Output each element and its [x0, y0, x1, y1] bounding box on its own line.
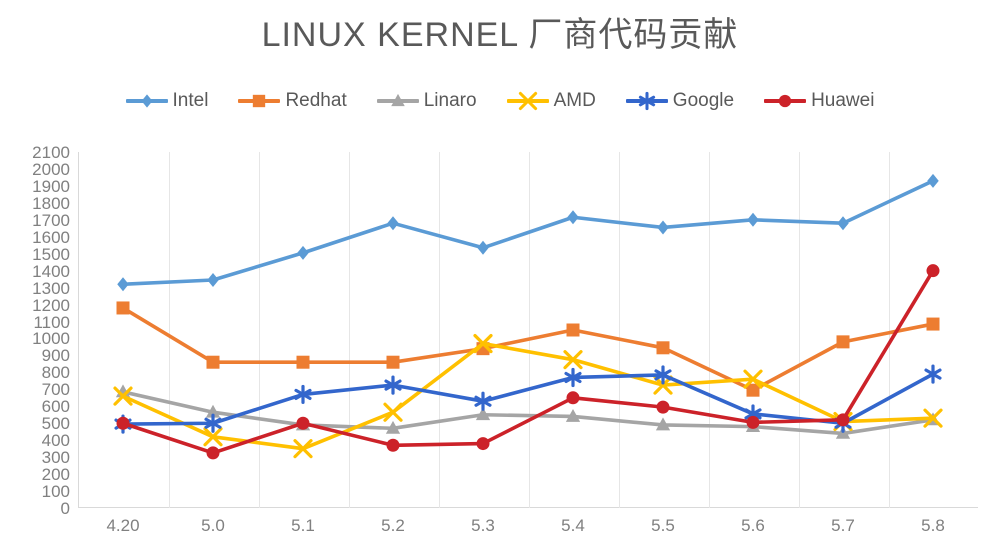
legend-item-huawei[interactable]: Huawei	[764, 90, 874, 112]
vertical-gridline	[529, 152, 530, 508]
legend-marker-triangle-icon	[376, 93, 419, 109]
y-axis-tick-label: 200	[41, 465, 70, 485]
vertical-gridline	[799, 152, 800, 508]
x-axis-tick-label: 5.3	[471, 516, 495, 535]
legend-marker-asterisk-icon	[625, 91, 668, 111]
legend-item-amd[interactable]: AMD	[506, 90, 596, 112]
y-axis-tick-label: 500	[41, 414, 70, 434]
legend-label: Linaro	[423, 90, 477, 111]
chart-legend: Intel Redhat Linaro AMD Google Huawei	[0, 90, 1000, 112]
vertical-gridline	[259, 152, 260, 508]
y-axis-tick-label: 1000	[32, 329, 70, 349]
legend-label: AMD	[553, 90, 596, 111]
x-axis-tick-label: 5.2	[381, 516, 405, 535]
vertical-gridline	[349, 152, 350, 508]
y-axis-tick-label: 700	[41, 380, 70, 400]
chart-title: LINUX KERNEL 厂商代码贡献	[261, 16, 739, 54]
vertical-gridline	[169, 152, 170, 508]
legend-marker-x-cross-icon	[506, 91, 549, 111]
y-axis-tick-label: 1200	[32, 295, 70, 315]
plot-area	[78, 152, 978, 508]
legend-label: Redhat	[285, 90, 347, 111]
x-axis-tick-label: 5.1	[291, 516, 315, 535]
x-axis-tick-label: 4.20	[106, 516, 140, 535]
y-axis-tick-label: 300	[41, 448, 70, 468]
y-axis-tick-label: 1800	[32, 193, 70, 213]
x-axis-tick-label: 5.0	[201, 516, 225, 535]
y-axis-tick-label: 1400	[32, 261, 70, 281]
y-axis-tick-label: 0	[60, 499, 70, 518]
legend-item-intel[interactable]: Intel	[125, 90, 209, 112]
y-axis-tick-label: 1600	[32, 227, 70, 247]
legend-label: Huawei	[811, 90, 875, 111]
y-axis-tick-label: 2000	[32, 159, 70, 179]
y-axis-tick-label: 1900	[32, 176, 70, 196]
legend-marker-circle-icon	[764, 93, 807, 109]
x-axis-tick-label: 5.6	[741, 516, 765, 535]
y-axis-tick-label: 1300	[32, 278, 70, 298]
legend-marker-square-icon	[238, 93, 281, 109]
y-axis-tick-label: 800	[41, 363, 70, 383]
x-axis-tick-label: 5.5	[651, 516, 675, 535]
x-axis-labels: 4.20 5.0 5.1 5.2 5.3 5.4 5.5 5.6 5.7 5.8	[78, 516, 978, 546]
legend-label: Intel	[172, 90, 209, 111]
legend-item-linaro[interactable]: Linaro	[376, 90, 477, 112]
x-axis-tick-label: 5.4	[561, 516, 585, 535]
y-axis-labels: 2100 2000 1900 1800 1700 1600 1500 1400 1300 1200…	[0, 140, 70, 520]
vertical-gridline	[439, 152, 440, 508]
x-axis-tick-label: 5.8	[921, 516, 945, 535]
vertical-gridline	[709, 152, 710, 508]
y-axis-tick-label: 900	[41, 346, 70, 366]
x-axis-tick-label: 5.7	[831, 516, 855, 535]
y-axis-tick-label: 600	[41, 397, 70, 417]
legend-item-redhat[interactable]: Redhat	[238, 90, 347, 112]
y-axis-tick-label: 2100	[32, 143, 70, 162]
y-axis-tick-label: 1500	[32, 244, 70, 264]
legend-item-google[interactable]: Google	[625, 90, 735, 112]
vertical-gridline	[619, 152, 620, 508]
legend-label: Google	[672, 90, 735, 111]
legend-marker-diamond-icon	[125, 93, 168, 109]
y-axis-tick-label: 1700	[32, 210, 70, 230]
y-axis-tick-label: 100	[41, 482, 70, 502]
y-axis-tick-label: 400	[41, 431, 70, 451]
y-axis-tick-label: 1100	[33, 312, 70, 332]
vertical-gridline	[889, 152, 890, 508]
